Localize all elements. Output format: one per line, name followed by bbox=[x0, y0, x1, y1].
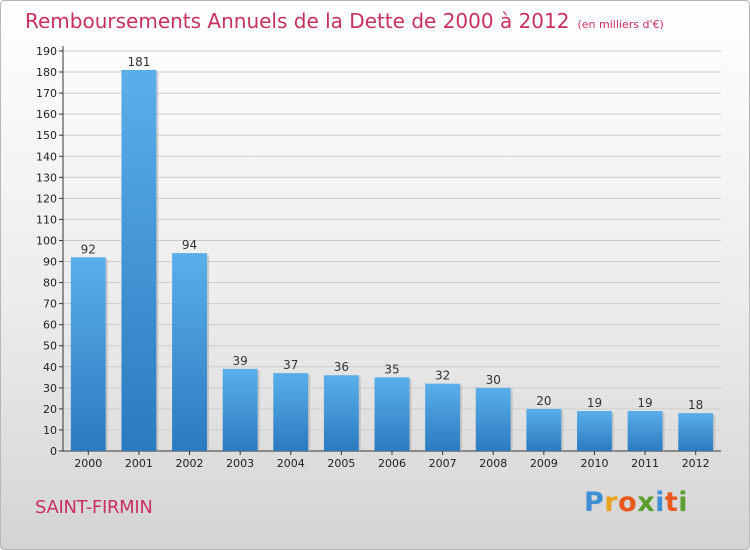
bar-2007[interactable] bbox=[425, 383, 461, 451]
bar-2006[interactable] bbox=[374, 377, 410, 451]
y-tick-label: 110 bbox=[36, 213, 57, 226]
y-tick-label: 120 bbox=[36, 192, 57, 205]
x-tick-label-2009: 2009 bbox=[530, 457, 558, 470]
value-label-2008: 30 bbox=[486, 373, 501, 387]
y-tick-label: 0 bbox=[50, 445, 57, 458]
value-label-2003: 39 bbox=[233, 354, 248, 368]
bar-2002[interactable] bbox=[172, 253, 208, 451]
bar-shadow bbox=[611, 413, 614, 451]
y-tick-label: 30 bbox=[43, 382, 57, 395]
chart-title: Remboursements Annuels de la Dette de 20… bbox=[25, 9, 664, 33]
x-tick-label-2010: 2010 bbox=[580, 457, 608, 470]
x-tick-label-2004: 2004 bbox=[277, 457, 305, 470]
logo-letter: i bbox=[655, 487, 665, 518]
x-tick-label-2002: 2002 bbox=[176, 457, 204, 470]
value-label-2000: 92 bbox=[81, 242, 96, 256]
bar-2004[interactable] bbox=[273, 373, 309, 451]
logo-letter: o bbox=[618, 487, 638, 518]
x-tick-label-2001: 2001 bbox=[125, 457, 153, 470]
y-tick-label: 60 bbox=[43, 319, 57, 332]
bar-shadow bbox=[358, 377, 361, 451]
chart-unit: (en milliers d'€) bbox=[577, 18, 664, 31]
y-tick-label: 130 bbox=[36, 171, 57, 184]
y-tick-label: 100 bbox=[36, 234, 57, 247]
bar-shadow bbox=[713, 415, 716, 451]
logo-letter: r bbox=[604, 487, 619, 518]
bar-2011[interactable] bbox=[627, 411, 663, 451]
bar-2009[interactable] bbox=[526, 408, 562, 451]
y-tick-label: 10 bbox=[43, 424, 57, 437]
bar-2012[interactable] bbox=[678, 413, 714, 451]
logo-letter: P bbox=[584, 487, 605, 518]
y-tick-label: 80 bbox=[43, 277, 57, 290]
y-tick-label: 40 bbox=[43, 361, 57, 374]
value-label-2001: 181 bbox=[127, 55, 150, 69]
bar-shadow bbox=[105, 259, 108, 451]
city-name: SAINT-FIRMIN bbox=[35, 497, 153, 518]
bar-shadow bbox=[510, 389, 513, 451]
y-tick-label: 70 bbox=[43, 298, 57, 311]
bar-shadow bbox=[662, 413, 665, 451]
y-tick-label: 140 bbox=[36, 150, 57, 163]
bar-2003[interactable] bbox=[222, 368, 258, 451]
bar-2000[interactable] bbox=[70, 257, 106, 451]
bar-2005[interactable] bbox=[323, 375, 359, 451]
y-tick-label: 170 bbox=[36, 87, 57, 100]
value-labels: 92 181 94 39 37 36 35 32 30 20 19 19 18 bbox=[81, 55, 704, 412]
value-label-2011: 19 bbox=[637, 396, 652, 410]
value-label-2002: 94 bbox=[182, 238, 197, 252]
bar-shadow bbox=[207, 255, 210, 451]
bar-2008[interactable] bbox=[475, 387, 511, 451]
value-label-2010: 19 bbox=[587, 396, 602, 410]
bar-shadow bbox=[460, 385, 463, 451]
y-tick-label: 190 bbox=[36, 45, 57, 58]
x-tick-label-2008: 2008 bbox=[479, 457, 507, 470]
bar-2001[interactable] bbox=[121, 69, 157, 452]
bar-shadow bbox=[409, 379, 412, 451]
y-tick-label: 50 bbox=[43, 340, 57, 353]
value-label-2007: 32 bbox=[435, 369, 450, 383]
bar-2010[interactable] bbox=[576, 411, 612, 451]
logo-letter: i bbox=[678, 487, 689, 518]
bars bbox=[70, 69, 716, 452]
bar-shadow bbox=[156, 71, 159, 452]
value-label-2005: 36 bbox=[334, 360, 349, 374]
value-label-2009: 20 bbox=[536, 394, 551, 408]
bar-shadow bbox=[308, 375, 311, 451]
logo-letter: x bbox=[637, 487, 656, 518]
value-label-2012: 18 bbox=[688, 398, 703, 412]
y-tick-label: 180 bbox=[36, 66, 57, 79]
proxiti-logo[interactable]: Proxiti bbox=[584, 487, 688, 518]
x-tick-label-2007: 2007 bbox=[429, 457, 457, 470]
x-tick-label-2006: 2006 bbox=[378, 457, 406, 470]
x-tick-label-2003: 2003 bbox=[226, 457, 254, 470]
bar-shadow bbox=[257, 370, 260, 451]
bar-shadow bbox=[561, 410, 564, 451]
x-tick-label-2011: 2011 bbox=[631, 457, 659, 470]
logo-letter: t bbox=[664, 487, 679, 518]
y-tick-label: 90 bbox=[43, 256, 57, 269]
value-label-2004: 37 bbox=[283, 358, 298, 372]
x-tick-label-2005: 2005 bbox=[327, 457, 355, 470]
chart-title-text: Remboursements Annuels de la Dette de 20… bbox=[25, 9, 570, 33]
y-tick-label: 150 bbox=[36, 129, 57, 142]
x-tick-label-2000: 2000 bbox=[74, 457, 102, 470]
x-tick-label-2012: 2012 bbox=[682, 457, 710, 470]
y-tick-label: 20 bbox=[43, 403, 57, 416]
y-tick-label: 160 bbox=[36, 108, 57, 121]
value-label-2006: 35 bbox=[384, 362, 399, 376]
